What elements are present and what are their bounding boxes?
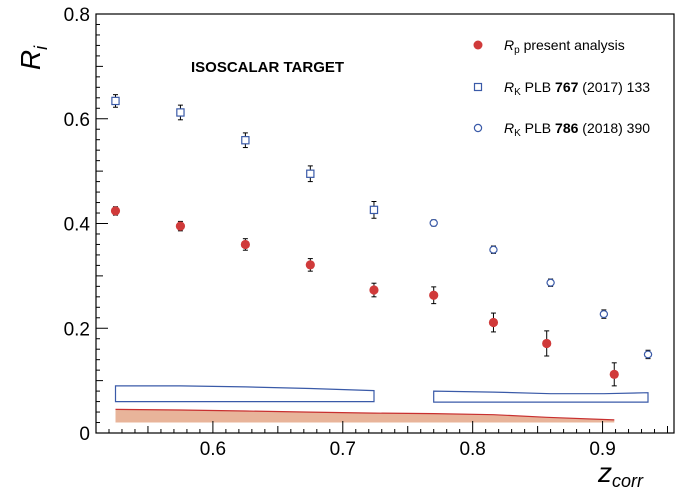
annotation-isoscalar-target: ISOSCALAR TARGET: [191, 59, 344, 76]
legend-rp-symbol: R: [504, 37, 514, 53]
rk2018-point-3: [599, 310, 609, 319]
rp-point-8: [609, 369, 619, 379]
y-tick-label-0.4: 0.4: [64, 215, 91, 236]
axis-ticks: [96, 13, 669, 434]
x-axis-title-main: z: [597, 457, 612, 488]
legend-rp-subscript: p: [514, 45, 520, 56]
legend-label-rk2017: RK PLB 767 (2017) 133: [504, 79, 650, 98]
legend-label-rk2018: RK PLB 786 (2018) 390: [504, 120, 650, 139]
y-axis-title-sub: i: [31, 45, 51, 50]
rk2017-point-1: [176, 108, 185, 117]
y-axis-title-main: R: [15, 50, 46, 70]
rp-point-5: [429, 290, 439, 300]
legend-rk2017-journal: PLB: [521, 79, 555, 95]
legend-rk2018-symbol: R: [504, 120, 514, 136]
rp-point-4: [369, 285, 379, 295]
rk2017-point-2: [241, 136, 250, 145]
x-tick-label-0.9: 0.9: [589, 439, 615, 460]
systematic-bands: [114, 385, 649, 423]
rk2017-point-4: [369, 205, 379, 215]
y-axis-title: Ri: [15, 45, 51, 70]
legend-rk2018-journal: PLB: [521, 120, 555, 136]
x-axis-title: zcorr: [597, 457, 644, 490]
rk2018-point-1: [489, 245, 498, 254]
rp-point-0: [110, 206, 121, 216]
legend: Rp present analysis RK PLB 767 (2017) 13…: [473, 37, 650, 139]
rp-sys-fill: [115, 409, 615, 423]
y-tick-label-0.2: 0.2: [64, 319, 90, 340]
legend-rp-text: present analysis: [520, 37, 625, 53]
rk2018-sys-outline: [433, 390, 649, 403]
axis-tick-labels: 0.6 0.7 0.8 0.9 0 0.2 0.4 0.6 0.8: [64, 5, 616, 460]
rp-point-7: [542, 338, 552, 349]
legend-rk2017-subscript: K: [514, 87, 521, 98]
rp-point-2: [240, 239, 250, 250]
legend-label-rp: Rp present analysis: [504, 37, 625, 56]
x-tick-label-0.7: 0.7: [330, 439, 356, 460]
rp-sys-upper-edge: [115, 408, 615, 421]
y-tick-label-0.8: 0.8: [64, 5, 90, 26]
legend-rk2018-subscript: K: [514, 128, 521, 139]
x-tick-label-0.6: 0.6: [200, 439, 226, 460]
legend-marker-rp: [473, 40, 483, 50]
legend-rk2017-volume: 767: [555, 79, 579, 95]
rk2018-point-2: [546, 278, 555, 287]
y-tick-label-0: 0: [79, 424, 90, 445]
rp-point-1: [175, 221, 186, 231]
legend-marker-rk2018: [473, 123, 483, 133]
rk2017-point-0: [111, 96, 120, 106]
x-tick-label-0.8: 0.8: [459, 439, 485, 460]
legend-rk2017-symbol: R: [504, 79, 514, 95]
legend-rk2018-volume: 786: [555, 120, 579, 136]
x-axis-title-sub: corr: [612, 471, 644, 490]
rp-point-3: [305, 260, 315, 270]
legend-rk2017-rest: (2017) 133: [578, 79, 650, 95]
y-tick-label-0.6: 0.6: [64, 110, 90, 131]
rk2017-sys-outline: [114, 385, 375, 403]
rp-point-6: [488, 317, 499, 328]
legend-marker-rk2017: [473, 82, 483, 92]
data-points: [110, 94, 653, 387]
rk2018-point-4: [643, 350, 653, 359]
legend-rk2018-rest: (2018) 390: [578, 120, 650, 136]
rk2018-point-0: [429, 218, 438, 227]
rk2017-point-3: [306, 169, 315, 178]
